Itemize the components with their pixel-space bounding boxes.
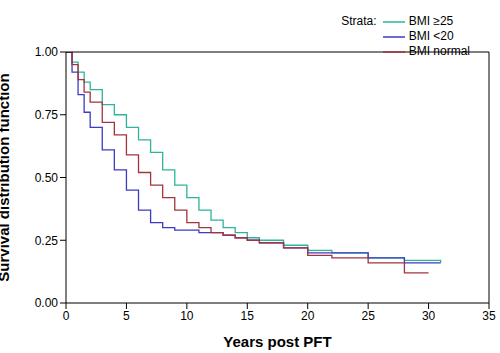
- svg-text:10: 10: [180, 309, 194, 323]
- svg-text:35: 35: [482, 309, 492, 323]
- html-text:BMI <20: BMI <20: [408, 29, 454, 43]
- svg-text:0.75: 0.75: [35, 108, 59, 122]
- svg-text:30: 30: [422, 309, 436, 323]
- svg-text:1.00: 1.00: [35, 45, 59, 59]
- svg-text:20: 20: [301, 309, 315, 323]
- svg-text:15: 15: [241, 309, 255, 323]
- svg-text:0: 0: [63, 309, 70, 323]
- svg-text:0.50: 0.50: [35, 171, 59, 185]
- svg-text:0.25: 0.25: [35, 234, 59, 248]
- svg-text:25: 25: [361, 309, 375, 323]
- html-text:BMI ≥25: BMI ≥25: [408, 14, 454, 28]
- html-text:BMI normal: BMI normal: [408, 44, 470, 58]
- html-text:Strata:: Strata:: [341, 14, 377, 28]
- svg-text:5: 5: [123, 309, 130, 323]
- svg-text:Years post PFT: Years post PFT: [223, 333, 331, 350]
- svg-text:0.00: 0.00: [35, 296, 59, 310]
- svg-text:Survival distribution function: Survival distribution function: [8, 73, 12, 281]
